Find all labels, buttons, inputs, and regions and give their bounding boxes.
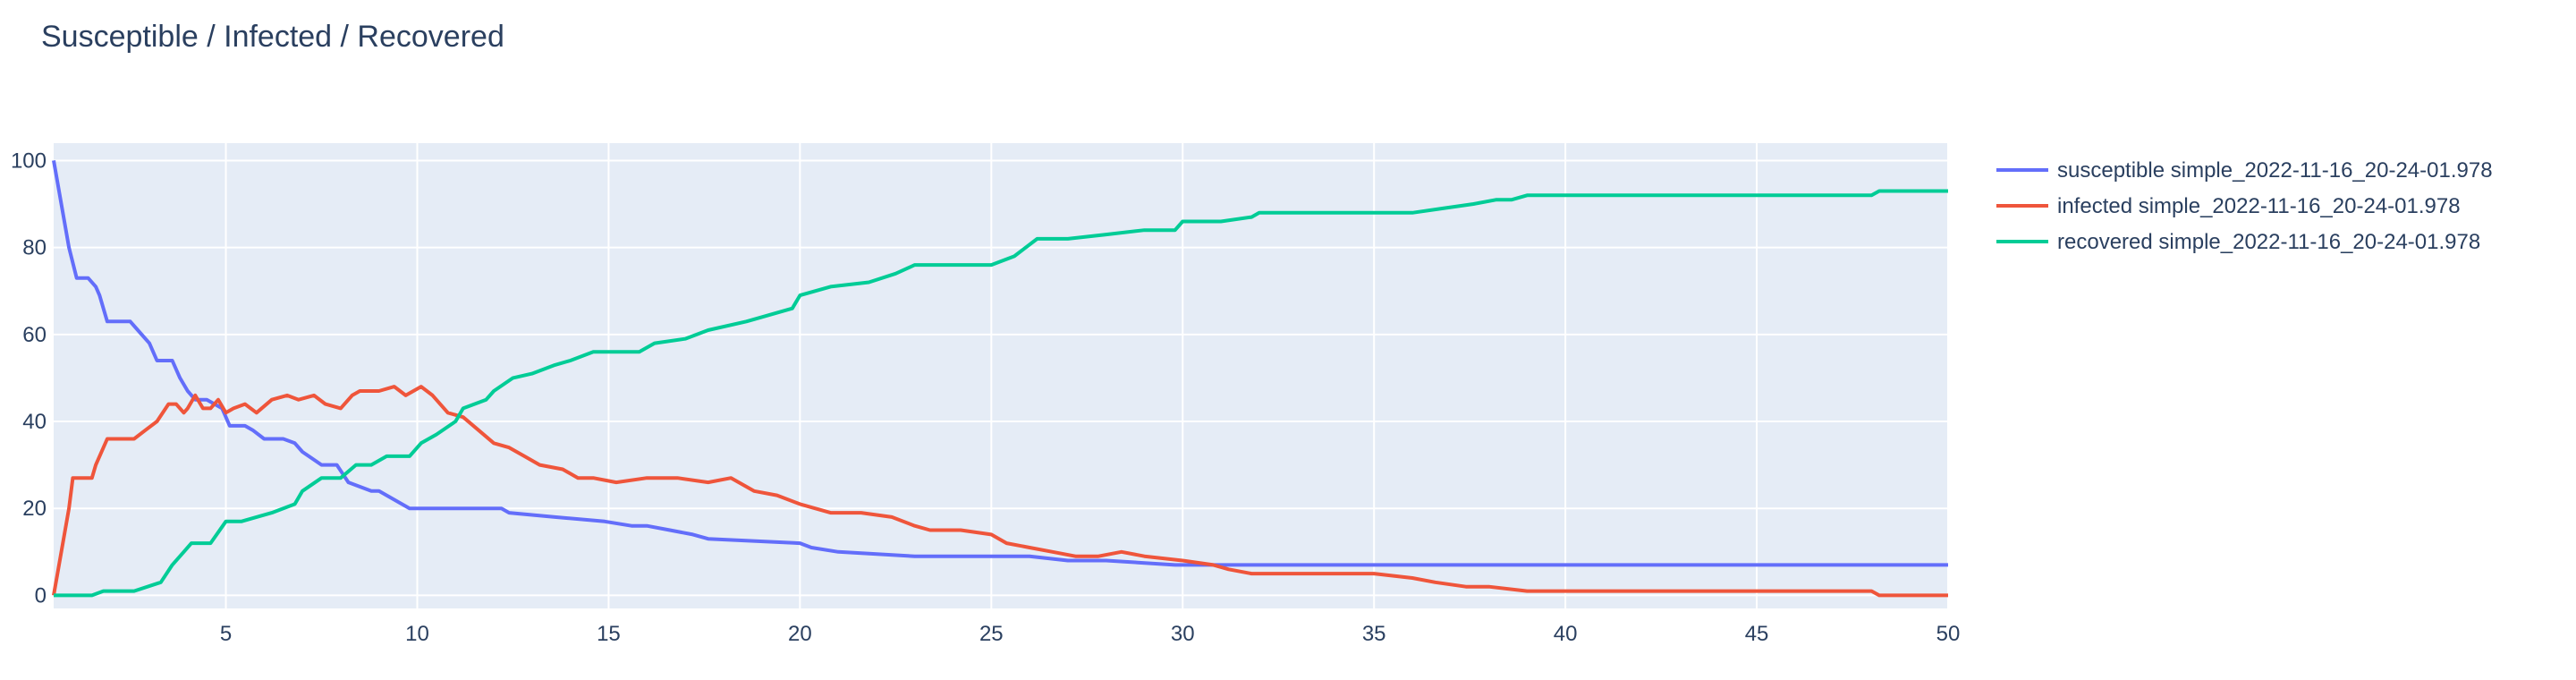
axis-ticks: 0 20 40 60 80 100 5 10 15 20 25 30 35 40 45 50 (11, 149, 1960, 646)
x-tick-label: 25 (979, 622, 1004, 646)
y-tick-label: 60 (22, 323, 47, 347)
legend-item[interactable]: infected simple_2022-11-16_20-24-01.978 (1996, 194, 2461, 218)
x-tick-label: 30 (1171, 622, 1195, 646)
plot-area (54, 143, 1948, 608)
y-tick-label: 0 (35, 583, 47, 608)
chart-title: Susceptible / Infected / Recovered (41, 20, 504, 54)
gridlines (54, 143, 1949, 608)
y-tick-label: 80 (22, 236, 47, 260)
series-line-recovered[interactable] (54, 189, 1948, 598)
legend-label: infected simple_2022-11-16_20-24-01.978 (2057, 194, 2461, 218)
x-tick-label: 45 (1745, 622, 1769, 646)
x-tick-label: 35 (1362, 622, 1386, 646)
y-tick-label: 20 (22, 497, 47, 521)
legend-item[interactable]: recovered simple_2022-11-16_20-24-01.978 (1996, 230, 2480, 254)
y-tick-label: 40 (22, 410, 47, 434)
legend-label: susceptible simple_2022-11-16_20-24-01.9… (2057, 158, 2493, 183)
x-tick-label: 10 (405, 622, 429, 646)
legend-label: recovered simple_2022-11-16_20-24-01.978 (2057, 230, 2480, 254)
legend-item[interactable]: susceptible simple_2022-11-16_20-24-01.9… (1996, 158, 2493, 183)
x-tick-label: 15 (597, 622, 621, 646)
series-line-susceptible[interactable] (52, 160, 1948, 567)
y-tick-label: 100 (11, 149, 47, 173)
x-tick-label: 40 (1554, 622, 1578, 646)
x-tick-label: 50 (1936, 622, 1961, 646)
series-line-infected[interactable] (52, 385, 1948, 598)
x-tick-label: 5 (220, 622, 232, 646)
x-tick-label: 20 (788, 622, 812, 646)
legend[interactable]: susceptible simple_2022-11-16_20-24-01.9… (1996, 158, 2493, 254)
series-lines (52, 160, 1948, 598)
